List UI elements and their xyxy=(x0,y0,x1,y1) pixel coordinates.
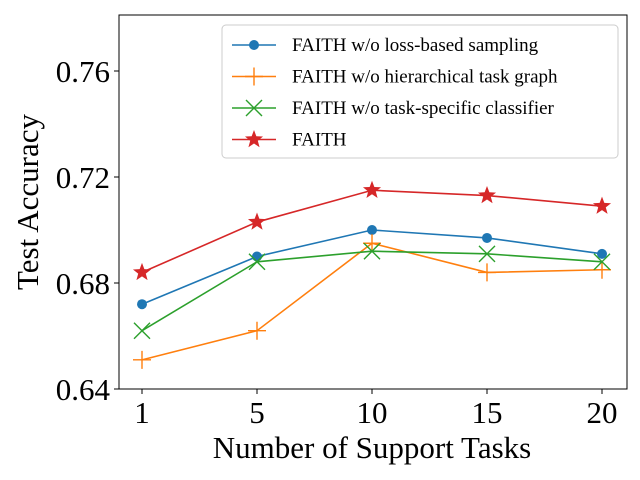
data-point-3 xyxy=(363,242,381,260)
legend-marker xyxy=(245,99,263,117)
series-layer xyxy=(132,180,612,369)
data-point-4 xyxy=(132,262,152,281)
data-point-3 xyxy=(593,253,611,271)
data-point-1 xyxy=(597,248,607,259)
x-tick-label: 1 xyxy=(134,395,150,430)
y-axis: 0.64 0.68 0.72 0.76 xyxy=(56,54,119,407)
data-point-1 xyxy=(367,225,377,235)
y-axis-label: Test Accuracy xyxy=(10,114,45,290)
data-point-1 xyxy=(137,299,147,310)
legend-label: FAITH w/o hierarchical task graph xyxy=(292,67,558,88)
legend-marker xyxy=(244,130,264,148)
plot-frame xyxy=(118,14,628,390)
data-point-4 xyxy=(477,186,497,204)
x-tick-label: 10 xyxy=(357,395,388,430)
x-tick-label: 5 xyxy=(249,395,265,430)
data-point-2 xyxy=(133,350,151,369)
data-point-4 xyxy=(247,212,267,230)
x-axis-label: Number of Support Tasks xyxy=(213,430,531,465)
data-point-2 xyxy=(363,234,381,253)
y-tick-label: 0.64 xyxy=(56,372,111,407)
x-tick-label: 20 xyxy=(587,395,618,430)
series-line-2 xyxy=(141,242,603,361)
legend-marker xyxy=(245,67,263,86)
legend-box xyxy=(221,24,619,159)
legend-label: FAITH w/o task-specific classifier xyxy=(292,98,555,119)
data-point-2 xyxy=(593,260,611,279)
y-tick-label: 0.72 xyxy=(56,160,110,195)
legend-label: FAITH w/o loss-based sampling xyxy=(292,35,539,56)
legend: FAITH w/o loss-based sampling FAITH w/o h… xyxy=(221,24,619,159)
y-tick-label: 0.76 xyxy=(56,54,110,89)
x-tick-label: 15 xyxy=(472,395,503,430)
data-point-2 xyxy=(478,263,496,282)
legend-label: FAITH xyxy=(292,130,347,151)
data-point-3 xyxy=(133,322,151,340)
data-point-3 xyxy=(478,245,496,263)
data-point-3 xyxy=(248,253,266,271)
data-point-4 xyxy=(592,196,612,214)
data-point-1 xyxy=(252,251,262,262)
legend-marker xyxy=(249,40,259,50)
x-axis: 1 5 10 15 20 xyxy=(134,389,618,430)
y-tick-label: 0.68 xyxy=(56,266,110,301)
data-point-2 xyxy=(248,321,266,340)
data-point-1 xyxy=(482,232,492,243)
data-point-4 xyxy=(362,180,382,198)
series-line-3 xyxy=(141,250,603,332)
